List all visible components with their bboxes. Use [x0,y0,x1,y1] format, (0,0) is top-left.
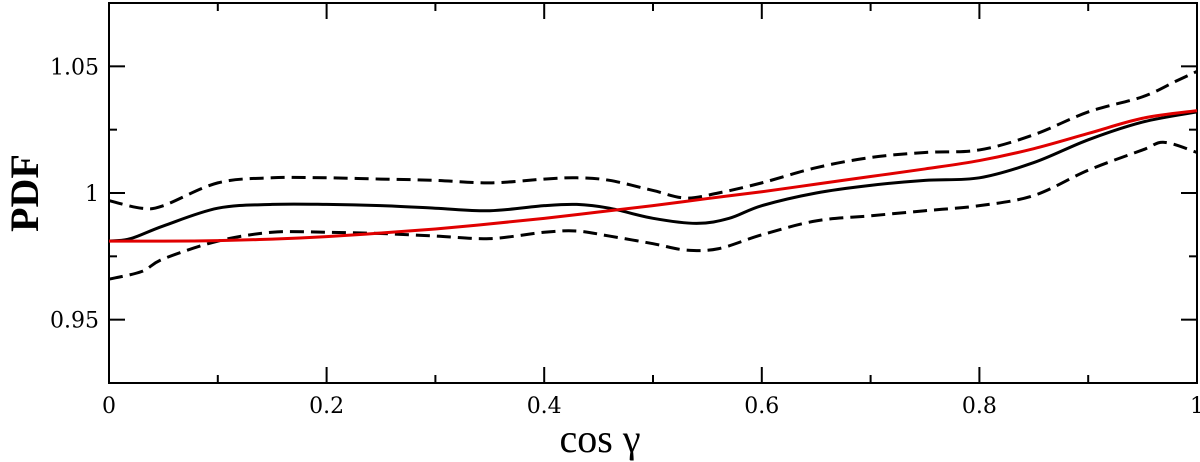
x-tick-label: 0.4 [527,394,562,419]
x-tick-label: 0.8 [962,394,997,419]
x-axis-label: cos γ [560,416,641,461]
plot-frame [108,2,1198,384]
x-tick-label: 0.6 [744,394,779,419]
fit-red-line [108,109,1198,243]
y-tick-label: 1.05 [50,55,99,80]
axis-ticks [108,3,1198,383]
lower-bound-dashed-line [108,140,1198,281]
y-tick-label: 1 [85,182,99,207]
x-tick-label: 0 [102,394,116,419]
x-tick-label: 0.2 [309,394,344,419]
mean-pdf-line [108,110,1198,243]
upper-bound-dashed-line [108,70,1198,211]
y-tick-label: 0.95 [50,309,99,334]
x-tick-label: 1 [1190,394,1200,419]
y-axis-label: PDF [2,154,47,232]
series-group [108,70,1198,281]
axis-tick-labels: 0 0.2 0.4 0.6 0.8 1 0.95 1 1.05 [50,55,1200,419]
